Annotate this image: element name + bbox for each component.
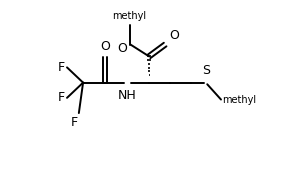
Text: F: F bbox=[58, 61, 65, 74]
Text: O: O bbox=[117, 42, 127, 55]
Text: methyl: methyl bbox=[222, 95, 257, 105]
Text: methyl: methyl bbox=[113, 11, 147, 21]
Text: F: F bbox=[58, 91, 65, 104]
Text: NH: NH bbox=[118, 89, 137, 101]
Text: O: O bbox=[169, 29, 179, 42]
Text: O: O bbox=[100, 40, 110, 53]
Text: F: F bbox=[71, 116, 78, 129]
Text: S: S bbox=[202, 64, 210, 77]
